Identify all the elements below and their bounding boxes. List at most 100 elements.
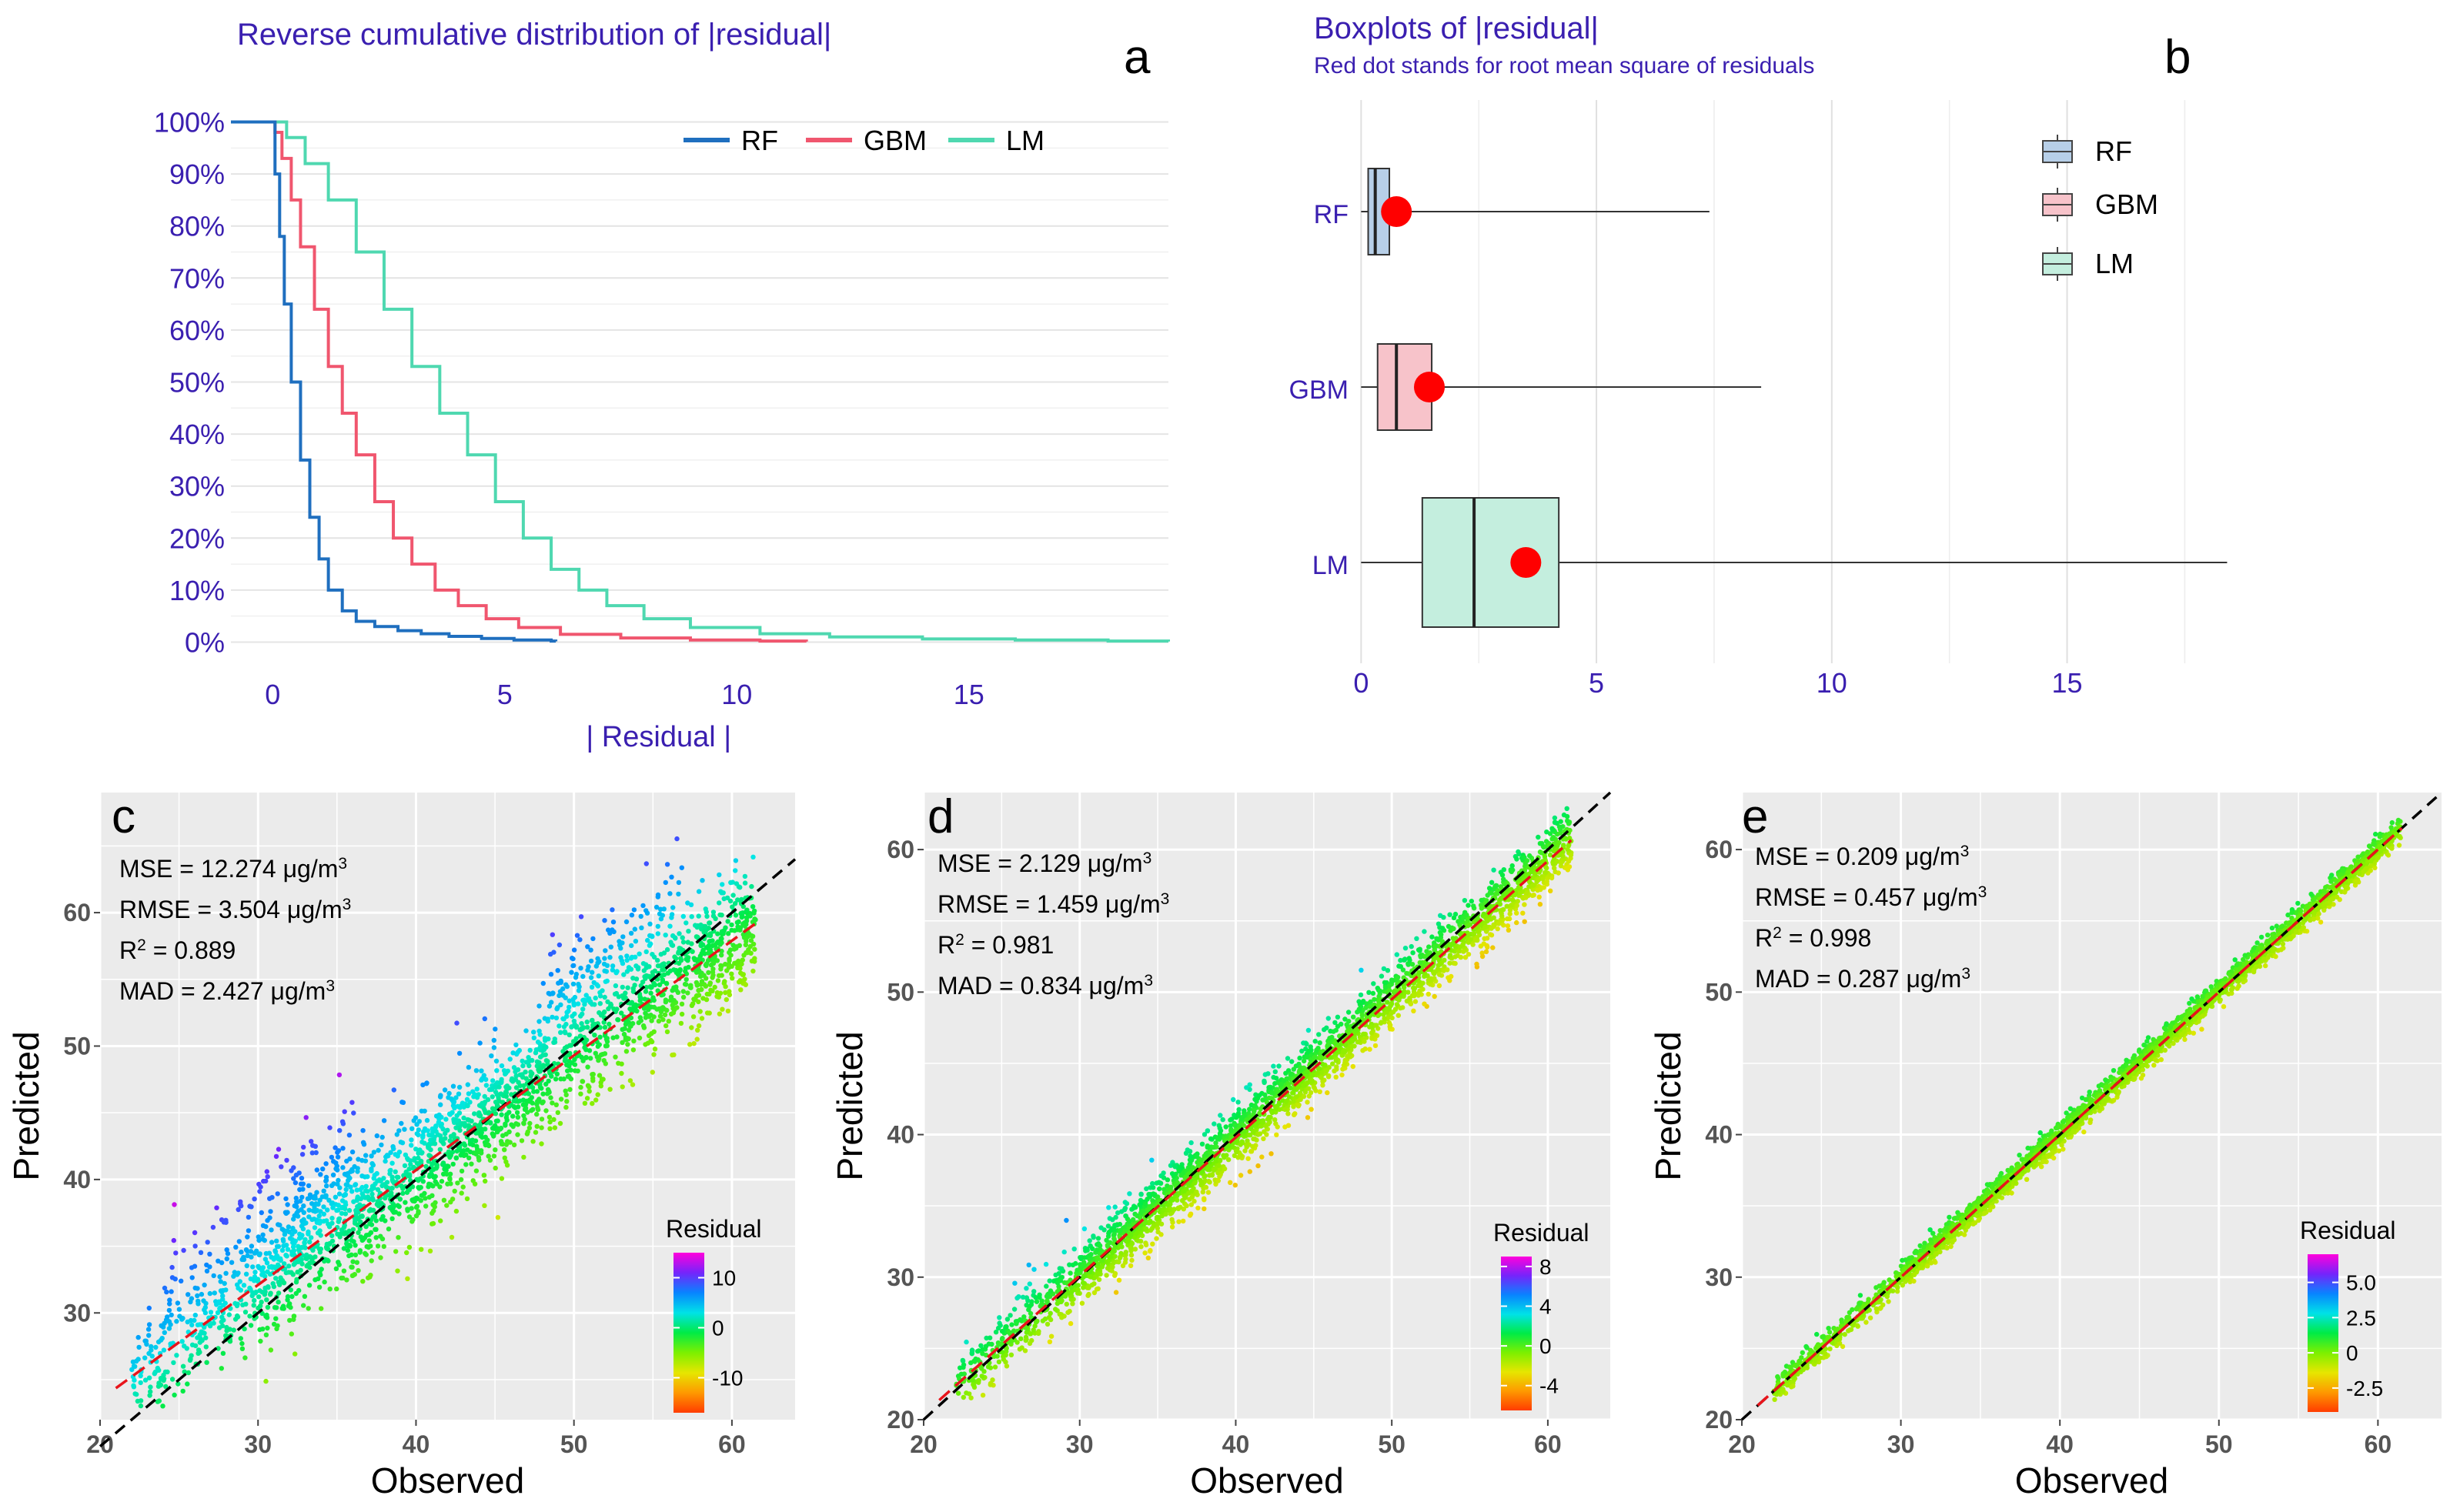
data-point bbox=[366, 1238, 372, 1243]
data-point bbox=[1031, 1267, 1037, 1272]
y-tick-label: 60 bbox=[63, 899, 91, 926]
data-point bbox=[336, 1191, 343, 1197]
data-point bbox=[537, 1045, 543, 1050]
data-point bbox=[438, 1218, 443, 1223]
data-point bbox=[256, 1294, 262, 1300]
data-point bbox=[1332, 1020, 1338, 1026]
data-point bbox=[1014, 1321, 1019, 1327]
data-point bbox=[506, 1110, 512, 1115]
data-point bbox=[438, 1102, 443, 1107]
x-tick-label: 30 bbox=[1066, 1430, 1094, 1458]
data-point bbox=[1325, 1090, 1330, 1096]
x-tick-label: 15 bbox=[2052, 667, 2083, 699]
data-point bbox=[186, 1370, 192, 1376]
data-point bbox=[289, 1293, 295, 1300]
data-point bbox=[1104, 1237, 1109, 1243]
data-point bbox=[393, 1249, 399, 1254]
data-point bbox=[1315, 1070, 1321, 1076]
data-point bbox=[1556, 839, 1562, 846]
data-point bbox=[225, 1251, 231, 1257]
data-point bbox=[536, 1019, 542, 1024]
data-point bbox=[409, 1219, 415, 1224]
data-point bbox=[243, 1247, 249, 1253]
data-point bbox=[1028, 1310, 1034, 1317]
data-point bbox=[177, 1313, 182, 1319]
data-point bbox=[534, 1123, 540, 1130]
data-point bbox=[317, 1250, 323, 1255]
data-point bbox=[607, 1086, 613, 1092]
data-point bbox=[1231, 1096, 1236, 1103]
data-point bbox=[572, 1056, 577, 1063]
data-point bbox=[489, 1086, 495, 1093]
data-point bbox=[156, 1398, 162, 1404]
data-point bbox=[1175, 1197, 1180, 1203]
data-point bbox=[357, 1248, 363, 1253]
data-point bbox=[527, 1047, 533, 1053]
data-point bbox=[473, 1068, 480, 1073]
data-point bbox=[266, 1284, 271, 1290]
data-point bbox=[155, 1365, 160, 1371]
data-point bbox=[369, 1186, 376, 1191]
data-point bbox=[336, 1260, 341, 1265]
data-point bbox=[460, 1184, 466, 1190]
data-point bbox=[156, 1381, 162, 1387]
data-point bbox=[259, 1300, 264, 1305]
data-point bbox=[1472, 937, 1479, 943]
data-point bbox=[1000, 1336, 1005, 1341]
data-point bbox=[430, 1161, 435, 1167]
data-point bbox=[490, 1078, 496, 1083]
legend-label: LM bbox=[2095, 248, 2134, 279]
data-point bbox=[558, 978, 563, 984]
data-point bbox=[152, 1369, 158, 1375]
data-point bbox=[571, 1003, 577, 1008]
data-point bbox=[509, 1077, 514, 1083]
data-point bbox=[454, 1148, 460, 1154]
data-point bbox=[1479, 906, 1485, 911]
data-point bbox=[329, 1201, 334, 1207]
panel-a-label: a bbox=[1124, 31, 1151, 84]
y-tick-label: 10% bbox=[169, 575, 225, 606]
data-point bbox=[685, 900, 690, 906]
data-point bbox=[704, 1010, 710, 1016]
data-point bbox=[443, 1136, 448, 1141]
data-point bbox=[502, 1155, 507, 1161]
data-point bbox=[727, 898, 734, 904]
data-point bbox=[224, 1256, 229, 1262]
data-point bbox=[456, 1084, 463, 1090]
data-point bbox=[563, 1092, 569, 1098]
data-point bbox=[968, 1395, 974, 1400]
data-point bbox=[1445, 967, 1450, 973]
data-point bbox=[1091, 1234, 1096, 1240]
data-point bbox=[430, 1220, 436, 1227]
data-point bbox=[148, 1389, 153, 1394]
data-point bbox=[1550, 835, 1556, 840]
data-point bbox=[1478, 943, 1484, 949]
data-point bbox=[490, 1126, 496, 1131]
data-point bbox=[1095, 1236, 1101, 1241]
data-point bbox=[1262, 1092, 1268, 1098]
data-point bbox=[349, 1100, 355, 1105]
data-point bbox=[351, 1239, 356, 1244]
data-point bbox=[414, 1160, 420, 1167]
data-point bbox=[281, 1280, 287, 1286]
data-point bbox=[446, 1111, 453, 1116]
stat-text: RMSE = 3.504 μg/m3 bbox=[119, 896, 351, 924]
data-point bbox=[252, 1250, 258, 1256]
data-point bbox=[175, 1381, 181, 1387]
data-point bbox=[694, 983, 700, 988]
data-point bbox=[1131, 1205, 1136, 1211]
data-point bbox=[176, 1307, 182, 1312]
y-axis-label: Predicted bbox=[830, 1031, 870, 1180]
data-point bbox=[472, 1111, 477, 1116]
data-point bbox=[719, 890, 724, 896]
data-point bbox=[1432, 943, 1438, 950]
data-point bbox=[1138, 1191, 1144, 1197]
data-point bbox=[1308, 1044, 1313, 1050]
data-point bbox=[155, 1339, 162, 1345]
data-point bbox=[1184, 1150, 1189, 1156]
data-point bbox=[596, 973, 601, 979]
data-point bbox=[584, 1096, 590, 1101]
data-point bbox=[538, 1054, 543, 1060]
data-point bbox=[1499, 911, 1504, 916]
data-point bbox=[439, 1123, 444, 1130]
